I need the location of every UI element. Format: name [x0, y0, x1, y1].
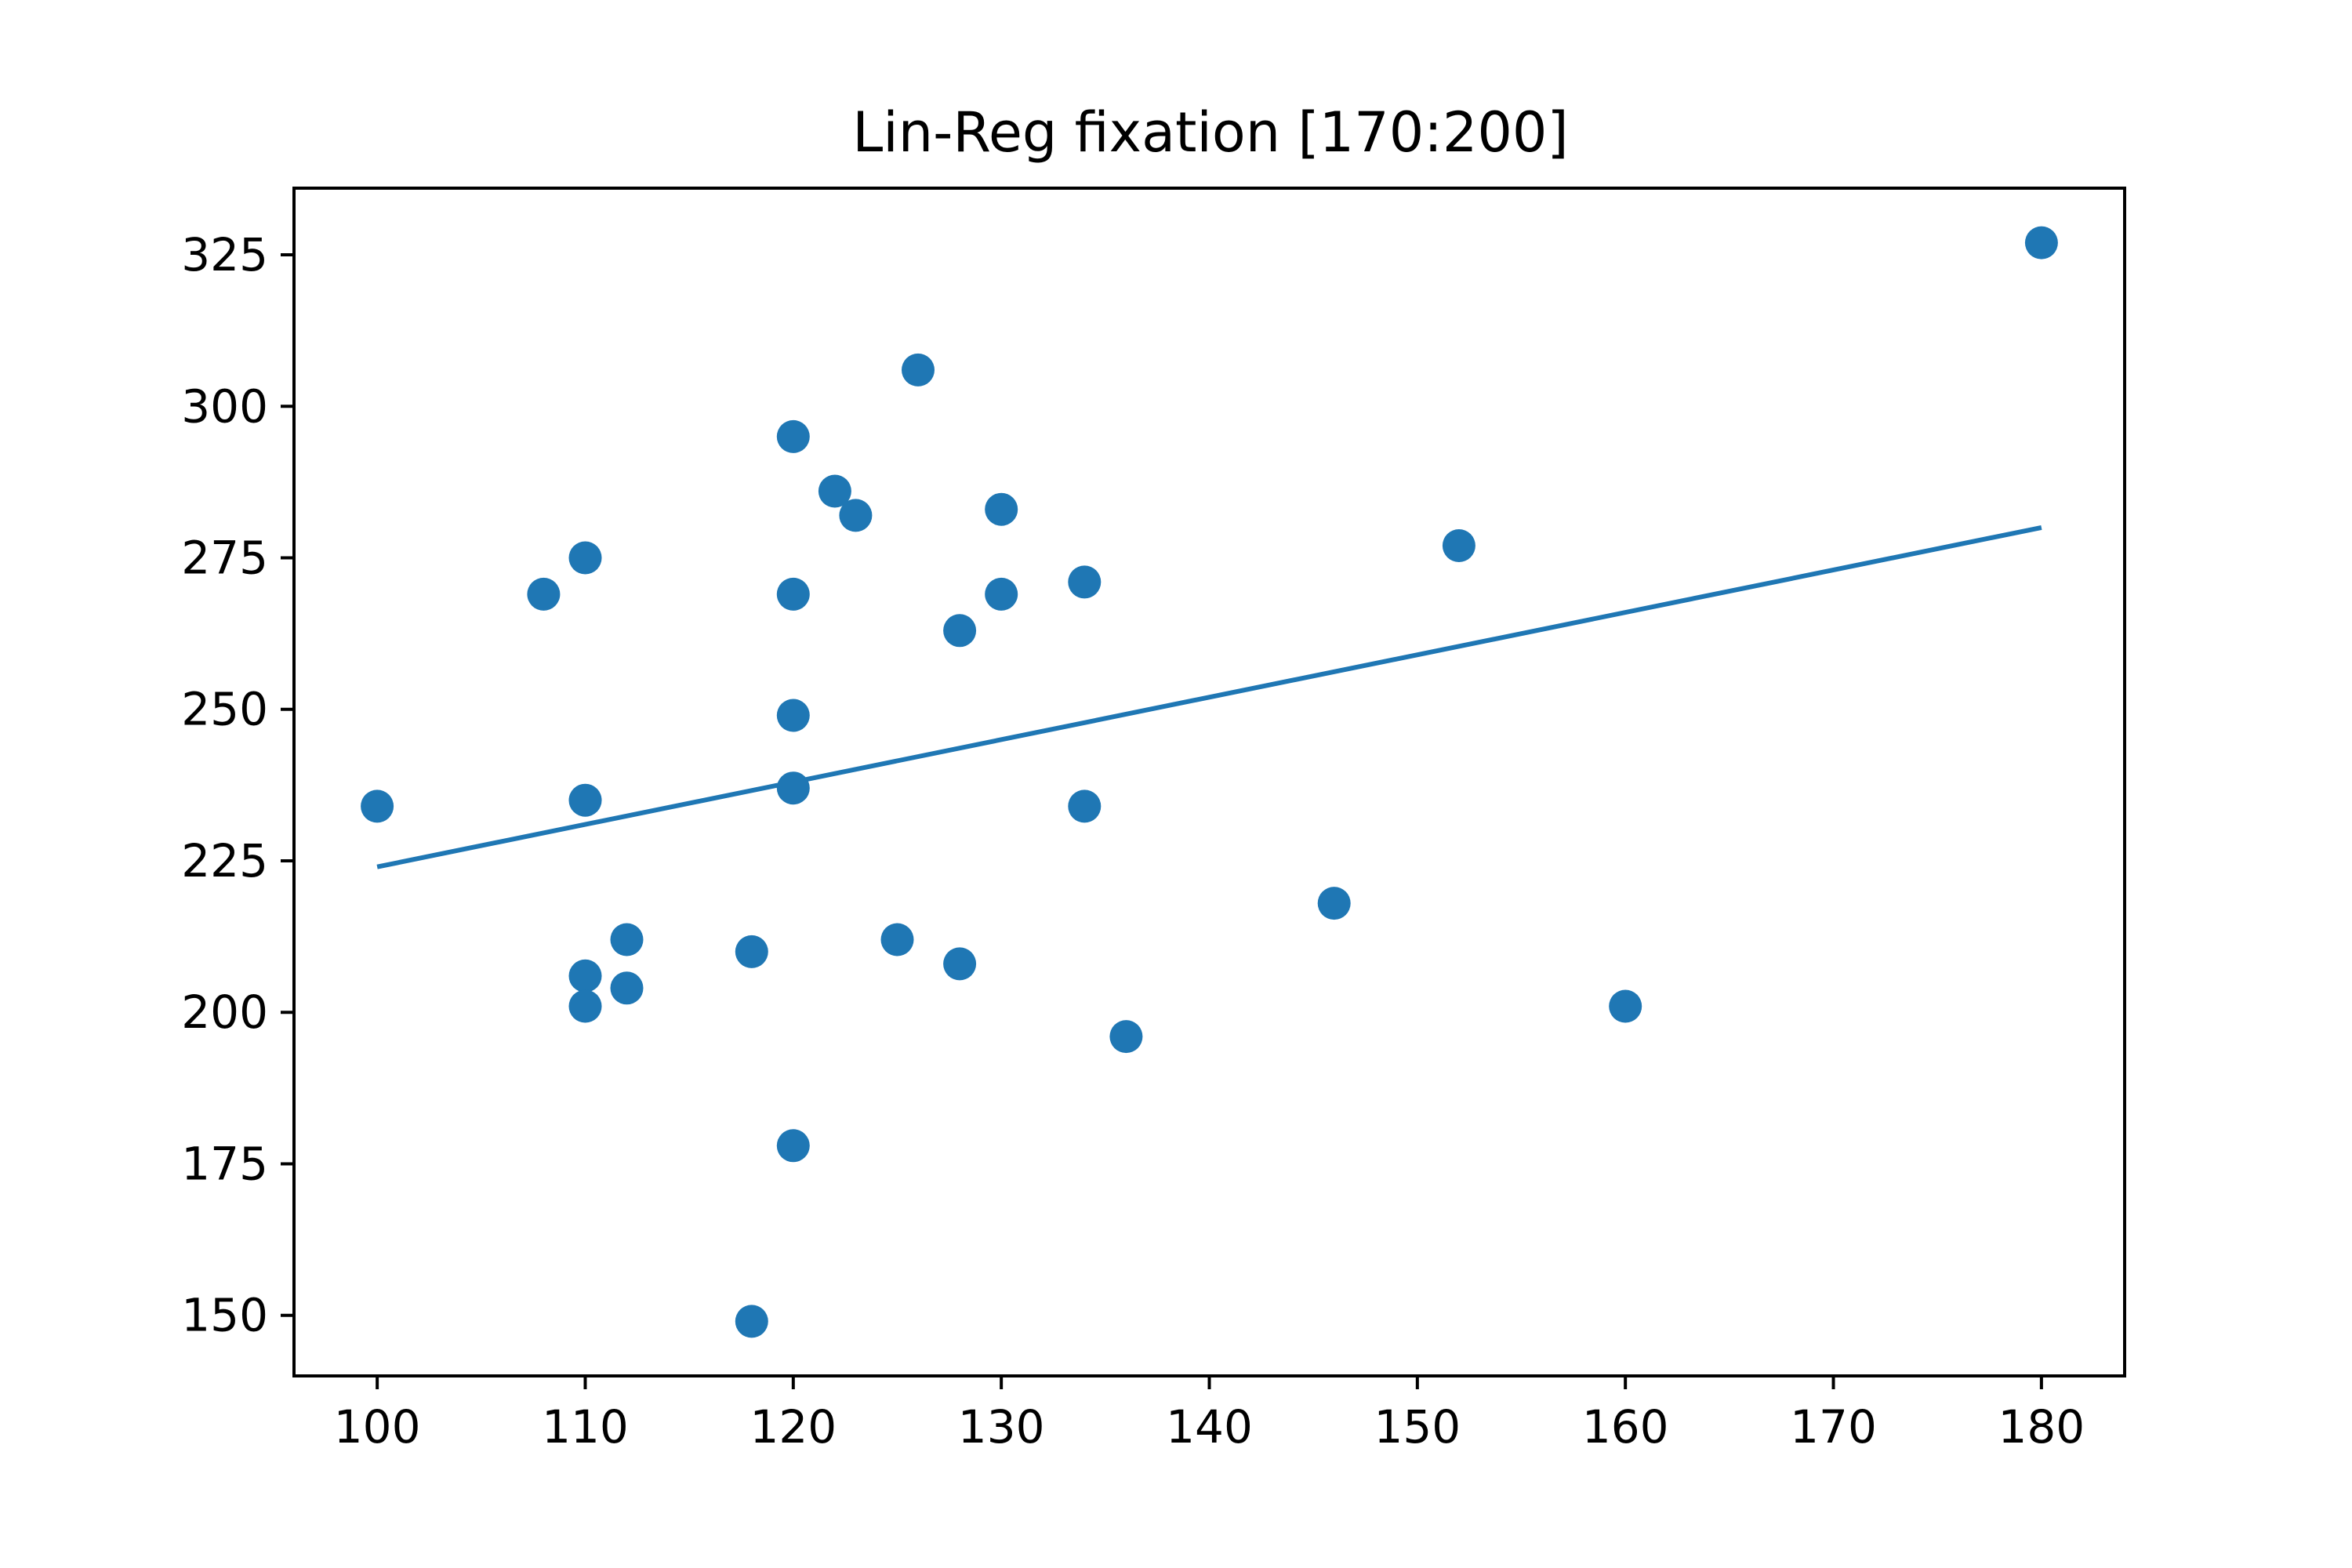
- y-tick-label: 150: [181, 1289, 268, 1342]
- data-point: [568, 541, 602, 575]
- data-point: [568, 989, 602, 1023]
- data-point: [776, 771, 810, 805]
- data-point: [610, 971, 644, 1005]
- x-tick-label: 130: [958, 1400, 1045, 1454]
- data-point: [1068, 565, 1102, 599]
- x-tick-label: 140: [1166, 1400, 1253, 1454]
- data-point: [1609, 989, 1642, 1023]
- y-tick-label: 175: [181, 1137, 268, 1190]
- x-tick-label: 180: [1998, 1400, 2085, 1454]
- y-tick-label: 250: [181, 683, 268, 736]
- data-point: [776, 699, 810, 732]
- x-tick-label: 150: [1374, 1400, 1461, 1454]
- data-point: [985, 492, 1018, 526]
- y-tick-label: 225: [181, 834, 268, 887]
- plot-area: 100 110 120 130 140 150 160 170 180 150 175 200 225 2…: [181, 187, 2126, 1454]
- x-tick-label: 160: [1582, 1400, 1669, 1454]
- data-point: [1317, 887, 1351, 920]
- data-point: [568, 959, 602, 993]
- data-point: [985, 577, 1018, 611]
- data-point: [527, 577, 561, 611]
- y-tick-label: 300: [181, 379, 268, 433]
- y-tick-label: 275: [181, 532, 268, 585]
- data-point: [776, 1129, 810, 1163]
- data-point: [776, 577, 810, 611]
- data-point: [818, 474, 851, 508]
- data-point: [361, 789, 394, 823]
- x-tick-label: 110: [542, 1400, 629, 1454]
- data-point: [610, 923, 644, 956]
- data-point: [880, 923, 914, 956]
- x-tick-label: 100: [334, 1400, 421, 1454]
- y-tick-label: 325: [181, 228, 268, 281]
- data-point: [735, 1305, 768, 1338]
- x-tick-label: 120: [750, 1400, 837, 1454]
- chart-title: Lin-Reg fixation [170:200]: [852, 100, 1569, 165]
- data-point: [2024, 226, 2058, 260]
- data-point: [1442, 529, 1475, 562]
- data-point: [568, 783, 602, 817]
- data-point: [943, 947, 977, 981]
- data-point: [776, 419, 810, 453]
- data-point: [1068, 789, 1102, 823]
- data-point: [1109, 1020, 1143, 1054]
- axes-frame: [292, 187, 2126, 1377]
- data-point: [943, 614, 977, 648]
- y-tick-label: 200: [181, 985, 268, 1039]
- data-point: [902, 353, 935, 387]
- x-tick-label: 170: [1790, 1400, 1877, 1454]
- data-point: [735, 935, 768, 968]
- regression-line: [376, 524, 2042, 869]
- data-point: [839, 499, 873, 532]
